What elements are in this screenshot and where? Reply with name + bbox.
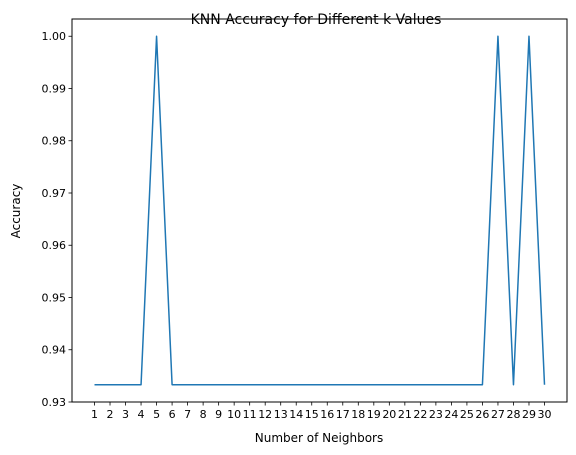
x-tick-label: 4: [138, 408, 145, 421]
x-tick-label: 27: [491, 408, 505, 421]
x-axis-label: Number of Neighbors: [255, 431, 383, 445]
plot-area: [94, 35, 546, 386]
x-tick-label: 10: [227, 408, 241, 421]
x-tick-label: 29: [522, 408, 536, 421]
x-tick-label: 8: [200, 408, 207, 421]
x-tick-label: 16: [320, 408, 334, 421]
y-tick-label: 0.93: [42, 396, 67, 409]
x-tick-label: 12: [258, 408, 272, 421]
x-tick-label: 24: [444, 408, 458, 421]
x-tick-label: 7: [184, 408, 191, 421]
x-tick-label: 25: [460, 408, 474, 421]
x-tick-label: 15: [305, 408, 319, 421]
y-tick-label: 0.94: [42, 344, 67, 357]
x-tick-label: 17: [336, 408, 350, 421]
x-axis: 1 2 3 4 5 6 7 8 9 10 11 12 13 14 15 16 17 18 19 20 21 22 23 24 2…: [91, 402, 552, 421]
x-tick-label: 20: [382, 408, 396, 421]
x-tick-label: 11: [243, 408, 257, 421]
x-tick-label: 21: [398, 408, 412, 421]
x-tick-label: 2: [107, 408, 114, 421]
axes-frame: [71, 18, 568, 403]
y-tick-label: 1.00: [42, 30, 67, 43]
y-tick-label: 0.98: [42, 135, 67, 148]
x-tick-label: 1: [91, 408, 98, 421]
x-tick-label: 23: [429, 408, 443, 421]
x-tick-label: 18: [351, 408, 365, 421]
x-tick-label: 19: [367, 408, 381, 421]
y-axis: 0.93 0.94 0.95 0.96 0.97 0.98 0.99 1.00: [42, 30, 72, 409]
x-tick-label: 13: [274, 408, 288, 421]
x-tick-label: 5: [153, 408, 160, 421]
y-axis-label: Accuracy: [9, 184, 23, 239]
x-tick-label: 9: [215, 408, 222, 421]
x-tick-label: 28: [506, 408, 520, 421]
y-tick-label: 0.95: [42, 291, 67, 304]
x-tick-label: 6: [169, 408, 176, 421]
x-tick-label: 14: [289, 408, 303, 421]
x-tick-label: 30: [538, 408, 552, 421]
x-tick-label: 3: [122, 408, 129, 421]
chart-title: KNN Accuracy for Different k Values: [191, 12, 442, 28]
y-tick-label: 0.97: [42, 187, 67, 200]
y-tick-label: 0.96: [42, 239, 67, 252]
x-tick-label: 26: [475, 408, 489, 421]
y-tick-label: 0.99: [42, 82, 67, 95]
x-tick-label: 22: [413, 408, 427, 421]
series-line-0: [94, 35, 546, 386]
